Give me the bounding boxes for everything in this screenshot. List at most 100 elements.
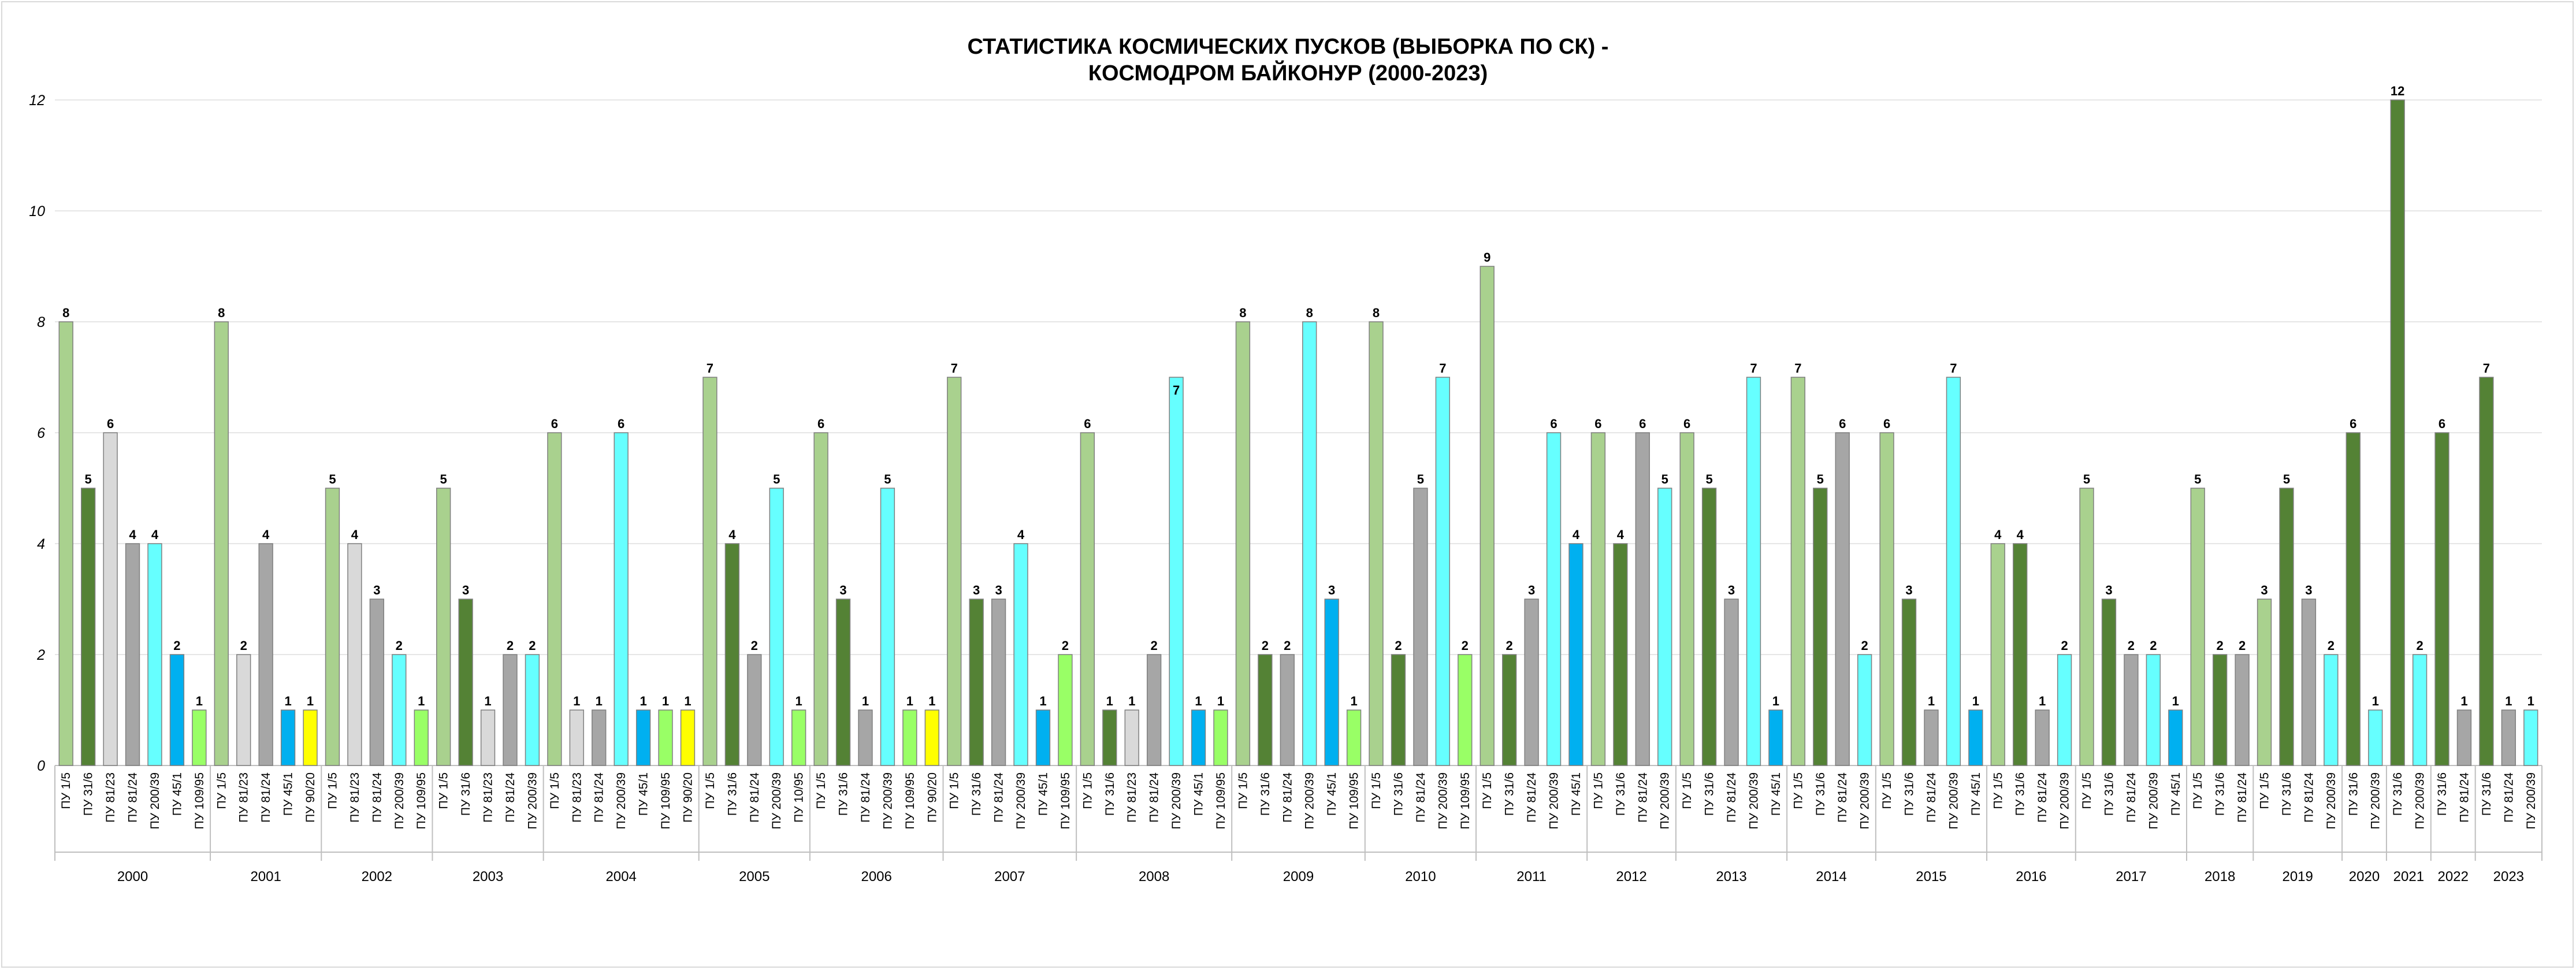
data-label: 8 (1373, 306, 1380, 320)
bar (880, 488, 895, 766)
x-tick-label: ПУ 200/39 (2525, 772, 2538, 830)
x-tick-label: ПУ 200/39 (2369, 772, 2382, 830)
data-label: 4 (262, 527, 270, 542)
x-tick-label: ПУ 31/6 (2480, 772, 2493, 816)
data-label: 5 (2194, 472, 2201, 486)
data-label: 1 (2372, 694, 2379, 708)
bar (525, 654, 540, 766)
bar (1546, 432, 1562, 766)
data-label: 1 (2460, 694, 2467, 708)
year-label: 2009 (1283, 869, 1314, 884)
bar (2324, 654, 2339, 766)
x-tick-label: ПУ 200/39 (770, 772, 783, 830)
x-tick-label: ПУ 81/23 (237, 772, 251, 823)
data-label: 3 (995, 583, 1002, 597)
bar (2035, 709, 2050, 766)
bar (1169, 377, 1184, 766)
bar (747, 654, 762, 766)
bar (1035, 709, 1051, 766)
x-tick-label: ПУ 200/39 (1659, 772, 1672, 830)
x-tick-label: ПУ 31/6 (1614, 772, 1627, 816)
x-tick-label: ПУ 200/39 (1858, 772, 1872, 830)
x-tick-label: ПУ 81/24 (993, 772, 1006, 823)
bar (2212, 654, 2228, 766)
year-label: 2005 (739, 869, 770, 884)
x-tick-label: ПУ 200/39 (1436, 772, 1449, 830)
data-label: 2 (529, 638, 536, 653)
data-label: 5 (1661, 472, 1668, 486)
x-tick-label: ПУ 31/6 (82, 772, 95, 816)
x-tick-label: ПУ 200/39 (148, 772, 162, 830)
bar (1013, 543, 1028, 766)
data-label: 1 (1217, 694, 1224, 708)
bar (658, 709, 673, 766)
data-label: 1 (1928, 694, 1935, 708)
x-tick-label: ПУ 200/39 (1170, 772, 1183, 830)
data-label: 2 (173, 638, 180, 653)
data-label: 1 (1128, 694, 1135, 708)
bar (2257, 599, 2272, 766)
data-label: 12 (2391, 84, 2404, 98)
year-label: 2023 (2493, 869, 2524, 884)
data-label: 5 (1417, 472, 1424, 486)
bar (2479, 377, 2494, 766)
bar (2434, 432, 2449, 766)
y-tick-label: 6 (37, 425, 45, 441)
x-tick-label: ПУ 200/39 (2058, 772, 2072, 830)
bar (1901, 599, 1917, 766)
bar (214, 321, 229, 766)
data-label: 5 (85, 472, 92, 486)
bar (458, 599, 473, 766)
bar (635, 709, 651, 766)
bar (1458, 654, 1473, 766)
bar (2168, 709, 2183, 766)
bar (702, 377, 718, 766)
chart-subtitle: КОСМОДРОМ БАЙКОНУР (2000-2023) (1088, 61, 1488, 86)
x-tick-label: ПУ 200/39 (1014, 772, 1028, 830)
x-tick-label: ПУ 200/39 (393, 772, 406, 830)
bar (2190, 488, 2205, 766)
bar (2456, 709, 2472, 766)
x-tick-label: ПУ 31/6 (2436, 772, 2449, 816)
bar (2013, 543, 2028, 766)
x-tick-label: ПУ 81/24 (1725, 772, 1738, 823)
data-label: 2 (1462, 638, 1469, 653)
data-label: 4 (2017, 527, 2024, 542)
data-label: 2 (2328, 638, 2335, 653)
bar (1346, 709, 1362, 766)
data-label: 3 (1905, 583, 1912, 597)
bar (680, 709, 696, 766)
x-tick-label: ПУ 1/5 (60, 772, 73, 809)
bar (103, 432, 118, 766)
data-label: 6 (1683, 417, 1690, 431)
x-tick-label: ПУ 31/6 (2280, 772, 2294, 816)
year-label: 2007 (994, 869, 1025, 884)
bar (1768, 709, 1783, 766)
bar (947, 377, 962, 766)
bar (813, 432, 828, 766)
x-tick-label: ПУ 1/5 (1791, 772, 1805, 809)
x-tick-label: ПУ 1/5 (1592, 772, 1605, 809)
data-label: 2 (1861, 638, 1868, 653)
data-label: 1 (2527, 694, 2534, 708)
data-label: 1 (640, 694, 646, 708)
data-label: 2 (751, 638, 758, 653)
data-label: 4 (1994, 527, 2002, 542)
bar (2079, 488, 2094, 766)
year-label: 2004 (605, 869, 636, 884)
bar (369, 599, 385, 766)
x-tick-label: ПУ 1/5 (948, 772, 961, 809)
bar (1990, 543, 2005, 766)
x-tick-label: ПУ 109/95 (904, 772, 917, 830)
bar (924, 709, 939, 766)
x-tick-label: ПУ 1/5 (1370, 772, 1383, 809)
data-label: 4 (351, 527, 359, 542)
year-label: 2002 (362, 869, 392, 884)
x-tick-label: ПУ 31/6 (2102, 772, 2116, 816)
x-tick-label: ПУ 200/39 (1747, 772, 1760, 830)
bar (1413, 488, 1428, 766)
x-tick-label: ПУ 1/5 (326, 772, 339, 809)
bar (1501, 654, 1517, 766)
x-tick-label: ПУ 90/20 (681, 772, 694, 823)
